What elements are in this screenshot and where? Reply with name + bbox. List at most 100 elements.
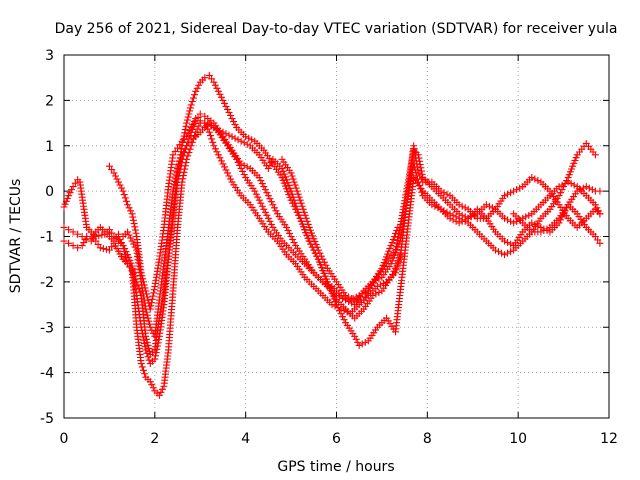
data-point: [510, 219, 518, 227]
data-point: [214, 151, 222, 159]
data-point: [130, 240, 138, 248]
data-point: [236, 161, 244, 169]
data-point: [227, 112, 235, 119]
data-point: [560, 183, 568, 191]
data-point: [367, 281, 375, 289]
data-point: [211, 81, 219, 89]
x-tick-label: 2: [150, 431, 159, 447]
data-point: [255, 174, 263, 182]
data-point: [69, 228, 77, 236]
data-point: [225, 131, 233, 139]
data-point: [127, 207, 135, 215]
data-point: [414, 169, 422, 177]
data-point: [183, 119, 191, 127]
data-point: [510, 187, 518, 195]
data-point: [228, 133, 236, 141]
data-point: [443, 190, 451, 198]
data-point: [89, 234, 97, 242]
data-point: [245, 134, 253, 142]
data-point: [255, 196, 263, 204]
data-point: [143, 290, 151, 298]
data-point: [142, 346, 150, 354]
data-point: [149, 292, 157, 300]
data-point: [210, 124, 218, 132]
data-point: [81, 236, 89, 244]
data-point: [501, 251, 509, 259]
data-point: [186, 104, 194, 112]
data-point: [588, 186, 596, 194]
data-point: [111, 172, 119, 180]
data-point: [394, 223, 402, 231]
data-point: [90, 231, 98, 239]
data-point: [288, 172, 296, 180]
data-point: [354, 338, 362, 346]
data-point: [507, 217, 515, 225]
data-point: [181, 129, 189, 137]
data-point: [178, 142, 186, 150]
data-point: [119, 187, 127, 195]
data-point: [230, 118, 238, 126]
data-point: [336, 307, 344, 315]
data-point: [320, 258, 328, 266]
data-point: [193, 84, 201, 92]
data-point: [96, 244, 104, 252]
data-point: [316, 249, 324, 257]
y-tick-label: -3: [40, 320, 54, 336]
data-point: [501, 237, 509, 245]
data-point: [257, 199, 265, 207]
data-point: [364, 287, 372, 295]
data-point: [289, 199, 297, 207]
data-point: [452, 213, 460, 221]
data-point: [225, 108, 233, 116]
data-point: [185, 110, 193, 118]
data-point: [272, 207, 280, 215]
data-point: [305, 237, 313, 245]
x-axis-label: GPS time / hours: [277, 459, 394, 475]
data-point: [191, 91, 199, 99]
data-point: [216, 90, 224, 98]
data-point: [138, 272, 146, 280]
data-point: [390, 233, 398, 240]
data-point: [234, 136, 242, 144]
data-point: [303, 217, 311, 225]
data-point: [561, 180, 569, 188]
data-point: [184, 130, 192, 138]
data-point: [222, 102, 230, 110]
data-point: [147, 302, 155, 310]
data-point: [140, 339, 148, 347]
data-point: [115, 178, 122, 186]
data-point: [361, 338, 369, 346]
data-point: [231, 121, 239, 129]
data-point: [243, 163, 251, 171]
y-tick-label: -4: [40, 366, 54, 382]
data-point: [340, 316, 348, 324]
data-point: [334, 304, 342, 312]
data-point: [376, 281, 384, 289]
data-point: [87, 237, 95, 245]
data-point: [482, 201, 490, 209]
data-point: [225, 172, 233, 180]
x-tick-label: 4: [241, 431, 250, 447]
data-point: [461, 217, 469, 225]
data-point: [155, 391, 163, 399]
y-axis-label: SDTVAR / TECUs: [8, 179, 24, 294]
data-point: [186, 127, 194, 135]
data-point: [139, 278, 147, 286]
data-point: [222, 130, 230, 138]
data-point: [143, 293, 151, 301]
chart-title: Day 256 of 2021, Sidereal Day-to-day VTE…: [55, 21, 618, 37]
data-point: [220, 163, 228, 171]
data-point: [417, 175, 425, 183]
data-point: [183, 116, 191, 124]
data-point: [570, 181, 578, 189]
data-point: [121, 245, 129, 253]
data-point: [290, 178, 298, 186]
data-point: [95, 232, 103, 240]
data-point: [267, 220, 275, 228]
data-point: [187, 135, 195, 143]
data-point: [264, 164, 272, 172]
data-point: [231, 134, 239, 142]
data-point: [596, 239, 604, 247]
y-tick-label: 1: [45, 139, 54, 155]
data-point: [263, 189, 271, 197]
